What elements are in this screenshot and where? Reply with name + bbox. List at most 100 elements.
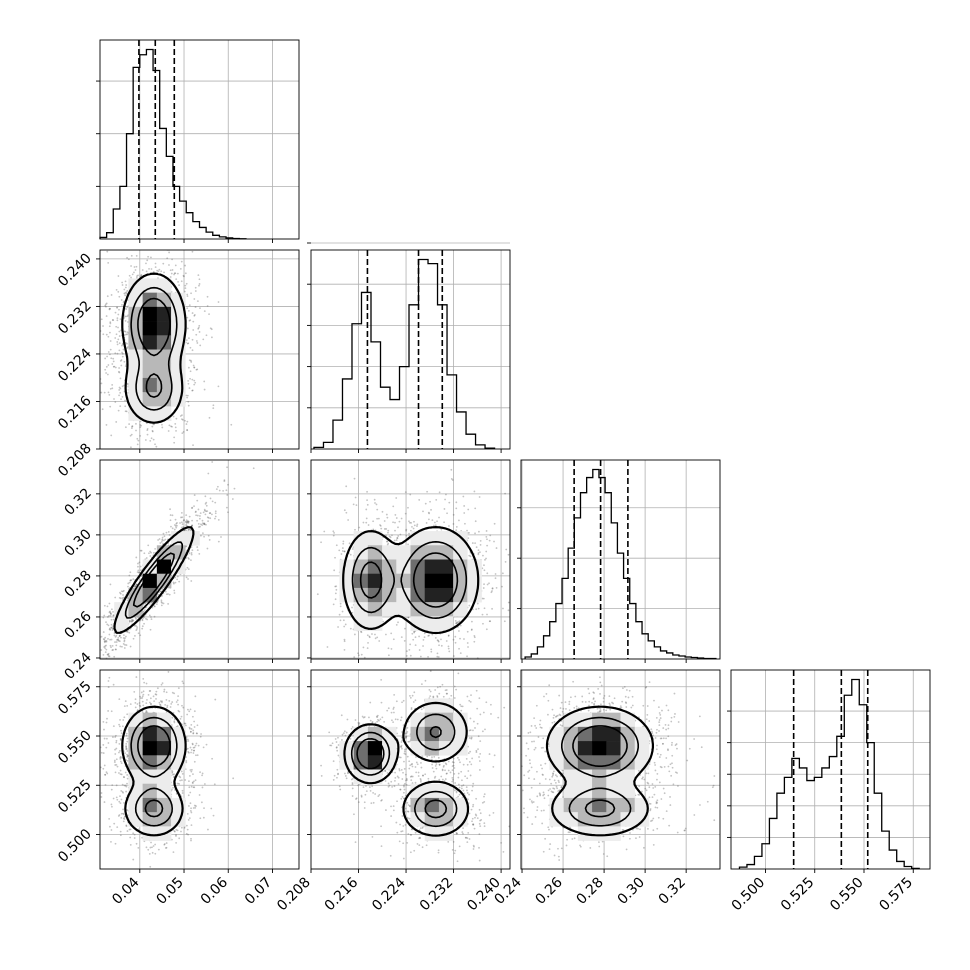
sample-point [105,648,108,651]
sample-point [160,601,163,603]
sample-point [127,585,129,588]
sample-point [148,552,150,555]
sample-point [154,262,157,265]
sample-point [173,592,176,594]
sample-point [121,352,124,355]
sample-point [192,364,195,367]
sample-point [503,620,506,623]
sample-point [107,364,110,366]
sample-point [141,269,144,271]
sample-point [106,373,109,376]
sample-point [360,653,363,656]
sample-point [129,579,132,582]
density-cell [128,392,143,407]
histogram-3 [738,678,920,870]
sample-point [182,526,185,528]
sample-point [135,429,137,432]
sample-point [159,590,162,593]
sample-point [126,777,129,780]
sample-point [94,656,96,658]
sample-point [101,663,103,665]
density-cell [142,377,158,393]
sample-point [111,627,114,630]
sample-point [125,291,128,294]
sample-point [374,637,377,640]
sample-point [204,502,207,505]
sample-point [448,501,451,504]
sample-point [186,307,189,310]
contour-level-0 [121,272,187,424]
sample-point [433,524,435,527]
sample-point [231,498,234,500]
sample-point [189,791,192,794]
sample-point [348,542,351,545]
density-cell [142,392,158,407]
sample-point [104,651,107,653]
sample-point [118,635,121,638]
sample-point [203,535,205,538]
sample-point [182,431,185,433]
sample-point [206,510,209,513]
sample-point [170,425,172,428]
sample-point [165,593,168,596]
sample-point [196,514,199,517]
sample-point [477,549,480,552]
sample-point [173,441,176,444]
histogram-2 [524,468,717,660]
panel-frame [99,249,300,450]
sample-point [119,645,122,648]
sample-point [395,517,398,519]
sample-point [124,426,127,429]
sample-point [117,313,120,316]
sample-point [159,704,162,707]
sample-point [135,625,137,627]
sample-point [126,333,129,336]
sample-point [107,662,109,664]
sample-point [424,502,427,505]
sample-point [107,391,110,394]
sample-point [193,379,196,382]
sample-point [108,308,111,311]
sample-point [474,520,477,523]
sample-point [130,446,132,449]
sample-point [200,523,202,526]
density-cell [171,363,186,379]
sample-point [341,610,344,613]
sample-point [105,372,108,374]
sample-point [114,648,117,651]
sample-point [334,556,336,559]
sample-point [114,352,117,355]
sample-point [135,629,138,632]
sample-point [134,585,137,588]
sample-point [120,364,123,367]
sample-point [113,632,116,635]
sample-point [191,506,194,509]
sample-point [172,581,175,584]
sample-point [189,769,192,771]
sample-point [189,377,191,380]
sample-point [388,535,391,538]
sample-point [477,552,480,554]
sample-point [450,478,453,480]
density-cell [424,573,440,589]
sample-point [94,329,96,331]
sample-point [105,315,108,317]
sample-point [479,543,482,546]
sample-point [473,640,476,643]
sample-point [392,505,395,508]
sample-point [488,620,491,623]
sample-point [126,631,129,634]
sample-point [134,616,137,619]
sample-point [118,723,121,726]
sample-point [185,394,188,397]
y-tick-label: 0.232 [55,298,95,338]
sample-point [181,414,183,417]
y-tick-label: 0.30 [61,526,94,559]
sample-point [124,700,127,703]
sample-point [207,534,210,537]
sample-point [184,272,187,275]
sample-point [105,305,107,308]
sample-point [186,293,189,296]
sample-point [131,620,133,623]
sample-point [233,487,236,490]
